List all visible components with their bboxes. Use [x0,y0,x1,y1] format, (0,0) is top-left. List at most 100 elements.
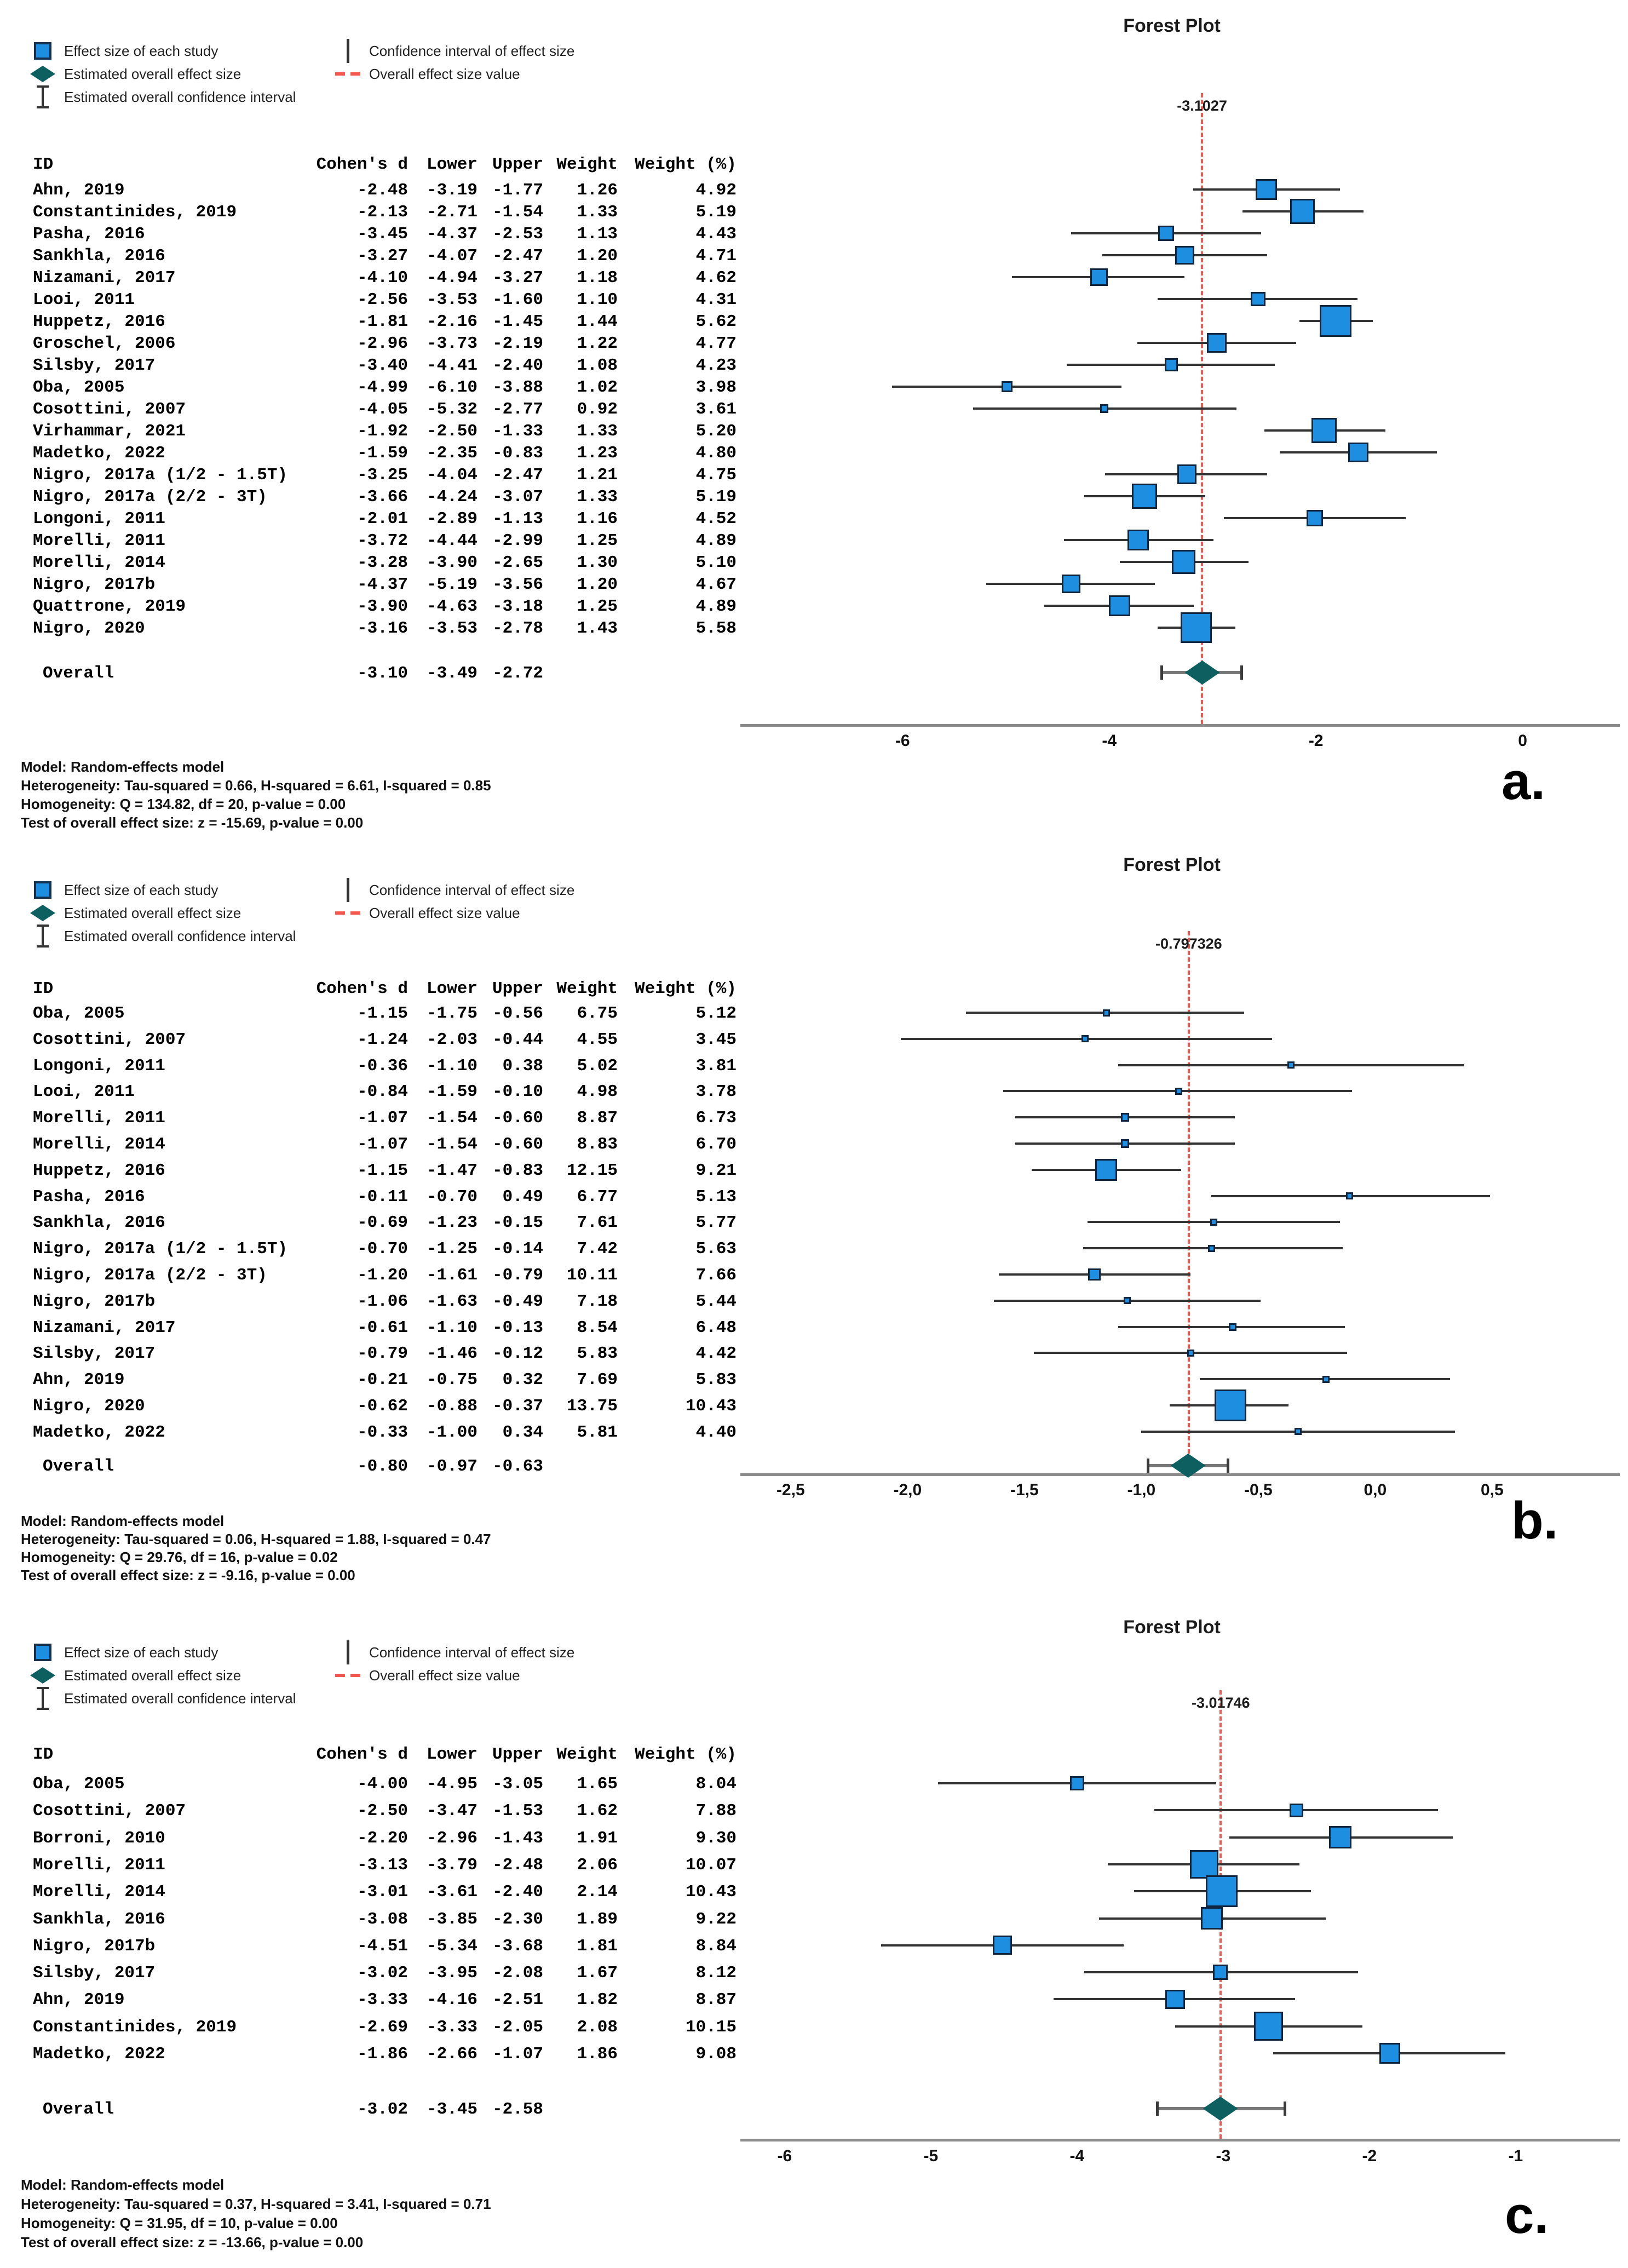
study-id: Morelli, 2011 [33,1855,165,1875]
overall-ci-cap-right [1240,665,1244,680]
ci-upper: -1.13 [492,509,543,529]
overall-diamond [1203,2097,1238,2121]
ci-upper: -1.77 [492,181,543,200]
table-header-cell: Lower [426,979,478,998]
effect-square [1289,1803,1303,1817]
model-stats-line: Test of overall effect size: z = -15.69,… [21,814,364,831]
ci-lower: -3.53 [426,619,478,638]
weight-pct: 4.31 [695,290,737,309]
weight: 6.77 [577,1187,618,1207]
effect-square [1290,199,1315,224]
legend-item-label: Estimated overall confidence interval [64,1690,296,1707]
study-id: Silsby, 2017 [33,1963,156,1983]
legend-item-label: Estimated overall confidence interval [64,927,296,944]
ci-upper: -2.47 [492,246,543,266]
effect-square [1328,1826,1352,1849]
overall-d: -3.10 [356,664,408,683]
effect-square [1100,404,1108,413]
overall-ci-cap-left [1160,665,1163,680]
cohens-d: -0.21 [356,1370,408,1390]
effect-square [1379,2042,1401,2064]
effect-square [1206,1875,1238,1908]
weight-pct: 6.48 [695,1318,737,1337]
effect-square [1200,1907,1223,1930]
cohens-d: -3.40 [356,356,408,375]
weight-pct: 5.62 [695,312,737,331]
overall-effect-value-label: -3.1027 [1177,97,1227,114]
weight: 6.75 [577,1004,618,1023]
red-dashes-icon [335,1674,360,1677]
x-axis-line [740,2139,1620,2141]
weight: 2.08 [577,2017,618,2037]
axis-tick-label: -6 [777,2147,792,2165]
overall-lower: -3.49 [426,664,478,683]
ci-upper: 0.32 [502,1370,543,1390]
ci-lower: -2.71 [426,203,478,222]
study-id: Nigro, 2020 [33,619,145,638]
weight: 1.86 [577,2045,618,2064]
red-dashes-icon [335,911,360,915]
weight: 1.22 [577,334,618,353]
weight-pct: 8.12 [695,1963,737,1983]
weight-pct: 10.43 [685,1397,737,1416]
axis-tick-label: -2 [1362,2147,1377,2165]
legend-item: Confidence interval of effect size [335,878,574,902]
weight: 7.42 [577,1239,618,1259]
weight-pct: 10.15 [685,2017,737,2037]
effect-square [993,1936,1013,1955]
ci-upper: 0.34 [502,1422,543,1442]
study-id: Silsby, 2017 [33,356,156,375]
weight: 8.54 [577,1318,618,1337]
weight: 1.62 [577,1801,618,1821]
study-id: Looi, 2011 [33,1082,135,1102]
effect-square [1320,305,1352,337]
ci-upper: -3.88 [492,378,543,397]
weight: 1.21 [577,466,618,485]
blue-square-icon [30,1644,55,1661]
effect-square [1207,1244,1215,1252]
ci-upper: -0.83 [492,444,543,463]
overall-ci-cap-left [1147,1459,1150,1473]
table-header-cell: Upper [492,155,543,174]
cohens-d: -1.24 [356,1030,408,1049]
model-stats-line: Test of overall effect size: z = -9.16, … [21,1567,355,1583]
weight-pct: 4.23 [695,356,737,375]
effect-square [1175,1087,1183,1095]
study-id: Looi, 2011 [33,290,135,309]
cohens-d: -3.25 [356,466,408,485]
weight-pct: 4.43 [695,225,737,244]
study-id: Longoni, 2011 [33,1056,165,1076]
cohens-d: -2.69 [356,2017,408,2037]
ci-lower: -3.95 [426,1963,478,1983]
cohens-d: -3.01 [356,1882,408,1902]
weight-pct: 4.62 [695,268,737,288]
weight: 1.23 [577,444,618,463]
ci-lower: -2.35 [426,444,478,463]
weight: 5.02 [577,1056,618,1076]
study-id: Madetko, 2022 [33,1422,165,1442]
overall-lower: -0.97 [426,1457,478,1476]
study-id: Quattrone, 2019 [33,597,186,616]
effect-square [1322,1375,1330,1383]
model-stats-line: Homogeneity: Q = 29.76, df = 16, p-value… [21,1549,338,1565]
ci-lower: -4.04 [426,466,478,485]
effect-square [1287,1061,1295,1069]
model-stats-line: Homogeneity: Q = 134.82, df = 20, p-valu… [21,796,346,812]
study-id: Madetko, 2022 [33,2045,165,2064]
weight: 1.20 [577,246,618,266]
ci-upper: -0.10 [492,1082,543,1102]
model-stats-line: Heterogeneity: Tau-squared = 0.37, H-squ… [21,2196,491,2212]
ci-upper: -2.08 [492,1963,543,1983]
cohens-d: -0.36 [356,1056,408,1076]
table-header-cell: Cohen's d [316,1745,408,1764]
i-beam-icon [30,923,55,949]
ci-lower: -0.88 [426,1397,478,1416]
ci-lower: -1.54 [426,1109,478,1128]
weight-pct: 10.43 [685,1882,737,1902]
cohens-d: -4.51 [356,1936,408,1956]
cohens-d: -4.00 [356,1775,408,1794]
effect-square [1177,464,1196,484]
cohens-d: -3.13 [356,1855,408,1875]
ci-lower: -4.95 [426,1775,478,1794]
ci-upper: -2.40 [492,356,543,375]
